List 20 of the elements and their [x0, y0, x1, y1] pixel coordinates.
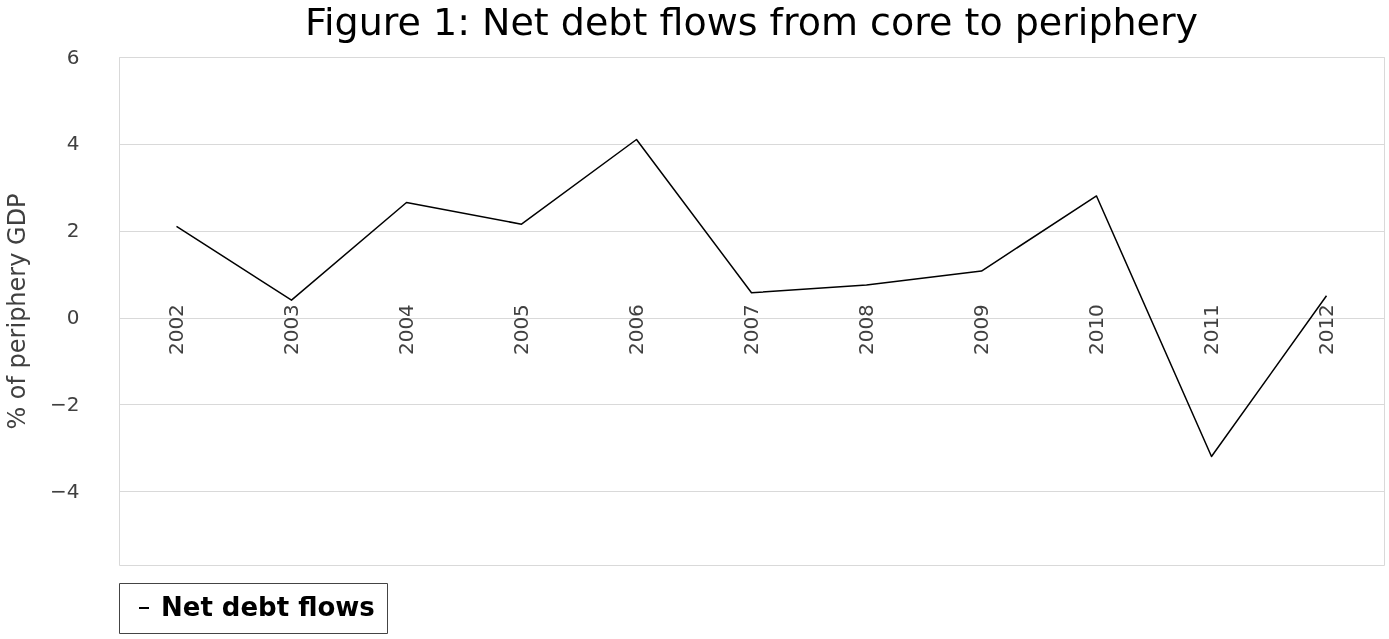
- y-tick-label: −2: [50, 391, 80, 416]
- y-tick-label: −4: [50, 478, 80, 503]
- x-tick-label: 2003: [279, 304, 303, 356]
- x-tick-label: 2002: [164, 304, 188, 356]
- x-tick-label: 2012: [1314, 304, 1338, 356]
- y-axis-title: % of periphery GDP: [3, 193, 32, 430]
- x-tick-label: 2008: [854, 304, 878, 356]
- y-tick-label: 6: [66, 44, 80, 69]
- x-tick-label: 2009: [969, 304, 993, 356]
- x-tick-label: 2011: [1199, 304, 1223, 356]
- x-tick-label: 2004: [394, 304, 418, 356]
- x-tick-label: 2006: [624, 304, 648, 356]
- x-tick-label: 2005: [509, 304, 533, 356]
- x-tick-label: 2007: [739, 304, 763, 356]
- x-tick-label: 2010: [1084, 304, 1108, 356]
- y-tick-label: 2: [66, 218, 80, 243]
- chart-title: Figure 1: Net debt flows from core to periphery: [304, 0, 1199, 44]
- y-tick-label: 4: [66, 131, 80, 156]
- y-tick-label: 0: [66, 305, 80, 330]
- legend-label: Net debt flows: [161, 592, 375, 622]
